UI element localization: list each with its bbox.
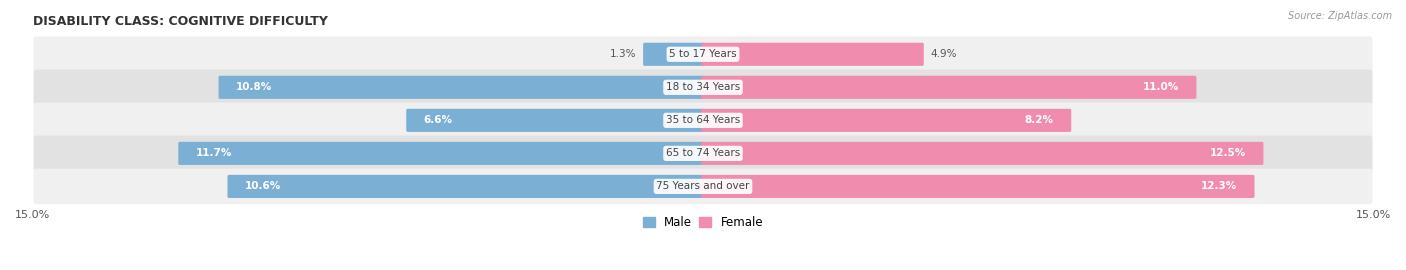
Text: Source: ZipAtlas.com: Source: ZipAtlas.com: [1288, 11, 1392, 21]
Text: 11.7%: 11.7%: [195, 148, 232, 158]
Text: 10.8%: 10.8%: [236, 82, 273, 92]
FancyBboxPatch shape: [702, 109, 1071, 132]
Legend: Male, Female: Male, Female: [643, 216, 763, 229]
Text: 12.5%: 12.5%: [1209, 148, 1246, 158]
Text: DISABILITY CLASS: COGNITIVE DIFFICULTY: DISABILITY CLASS: COGNITIVE DIFFICULTY: [32, 15, 328, 28]
Text: 12.3%: 12.3%: [1201, 181, 1237, 191]
FancyBboxPatch shape: [228, 175, 704, 198]
FancyBboxPatch shape: [406, 109, 704, 132]
FancyBboxPatch shape: [34, 103, 1372, 138]
FancyBboxPatch shape: [34, 36, 1372, 72]
FancyBboxPatch shape: [34, 168, 1372, 204]
FancyBboxPatch shape: [34, 136, 1372, 171]
Text: 18 to 34 Years: 18 to 34 Years: [666, 82, 740, 92]
FancyBboxPatch shape: [34, 69, 1372, 105]
FancyBboxPatch shape: [218, 76, 704, 99]
Text: 35 to 64 Years: 35 to 64 Years: [666, 115, 740, 125]
FancyBboxPatch shape: [643, 43, 704, 66]
Text: 11.0%: 11.0%: [1143, 82, 1180, 92]
Text: 6.6%: 6.6%: [423, 115, 453, 125]
Text: 75 Years and over: 75 Years and over: [657, 181, 749, 191]
FancyBboxPatch shape: [702, 175, 1254, 198]
FancyBboxPatch shape: [702, 76, 1197, 99]
FancyBboxPatch shape: [702, 142, 1264, 165]
Text: 8.2%: 8.2%: [1025, 115, 1054, 125]
FancyBboxPatch shape: [179, 142, 704, 165]
Text: 4.9%: 4.9%: [931, 49, 957, 59]
FancyBboxPatch shape: [702, 43, 924, 66]
Text: 10.6%: 10.6%: [245, 181, 281, 191]
Text: 1.3%: 1.3%: [609, 49, 636, 59]
Text: 65 to 74 Years: 65 to 74 Years: [666, 148, 740, 158]
Text: 5 to 17 Years: 5 to 17 Years: [669, 49, 737, 59]
